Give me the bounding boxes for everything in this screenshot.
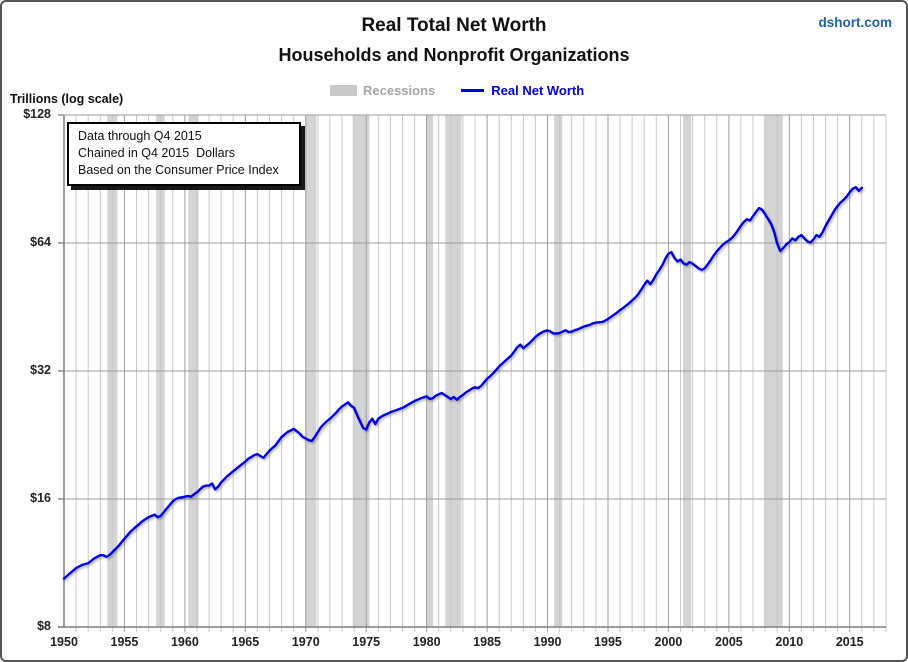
gridlines-group xyxy=(64,114,887,632)
real-net-worth-line xyxy=(62,185,863,580)
annotation-box: Data through Q4 2015 Chained in Q4 2015 … xyxy=(67,122,301,186)
y-tick-label: $16 xyxy=(30,491,51,505)
y-tick-label: $128 xyxy=(23,107,51,121)
y-tick-label: $8 xyxy=(37,619,51,633)
recession-swatch-icon xyxy=(330,85,357,96)
chart-title: Real Total Net Worth xyxy=(361,15,547,36)
series-line-icon xyxy=(461,89,485,92)
x-tick-label: 1950 xyxy=(50,635,78,649)
chart-subtitle: Households and Nonprofit Organizations xyxy=(278,45,630,65)
x-tick-label: 1990 xyxy=(533,635,562,649)
x-tick-label: 1980 xyxy=(412,635,441,649)
annotation-line-2: Chained in Q4 2015 Dollars xyxy=(78,146,236,160)
x-tick-label: 1955 xyxy=(110,635,139,649)
legend-recessions-label: Recessions xyxy=(363,83,436,98)
x-tick-label: 1985 xyxy=(473,635,501,649)
series-group xyxy=(62,185,863,580)
x-tick-label: 2015 xyxy=(835,635,864,649)
x-tick-label: 2010 xyxy=(775,635,804,649)
annotation-line-3: Based on the Consumer Price Index xyxy=(78,163,279,177)
axes-group xyxy=(58,114,886,628)
x-tick-label: 1965 xyxy=(231,635,260,649)
x-tick-label: 2005 xyxy=(714,635,743,649)
legend: Recessions Real Net Worth xyxy=(330,83,584,98)
y-tick-label: $32 xyxy=(30,363,51,377)
x-tick-label: 2000 xyxy=(654,635,683,649)
x-tick-label: 1970 xyxy=(291,635,320,649)
watermark-dshort: dshort.com xyxy=(818,15,892,30)
x-tick-label: 1960 xyxy=(170,635,199,649)
x-tick-label: 1975 xyxy=(352,635,381,649)
annotation-line-1: Data through Q4 2015 xyxy=(78,129,202,143)
legend-series-label: Real Net Worth xyxy=(491,83,585,98)
y-axis-units-label: Trillions (log scale) xyxy=(10,92,124,106)
y-tick-label: $64 xyxy=(30,235,51,249)
x-tick-label: 1995 xyxy=(594,635,622,649)
